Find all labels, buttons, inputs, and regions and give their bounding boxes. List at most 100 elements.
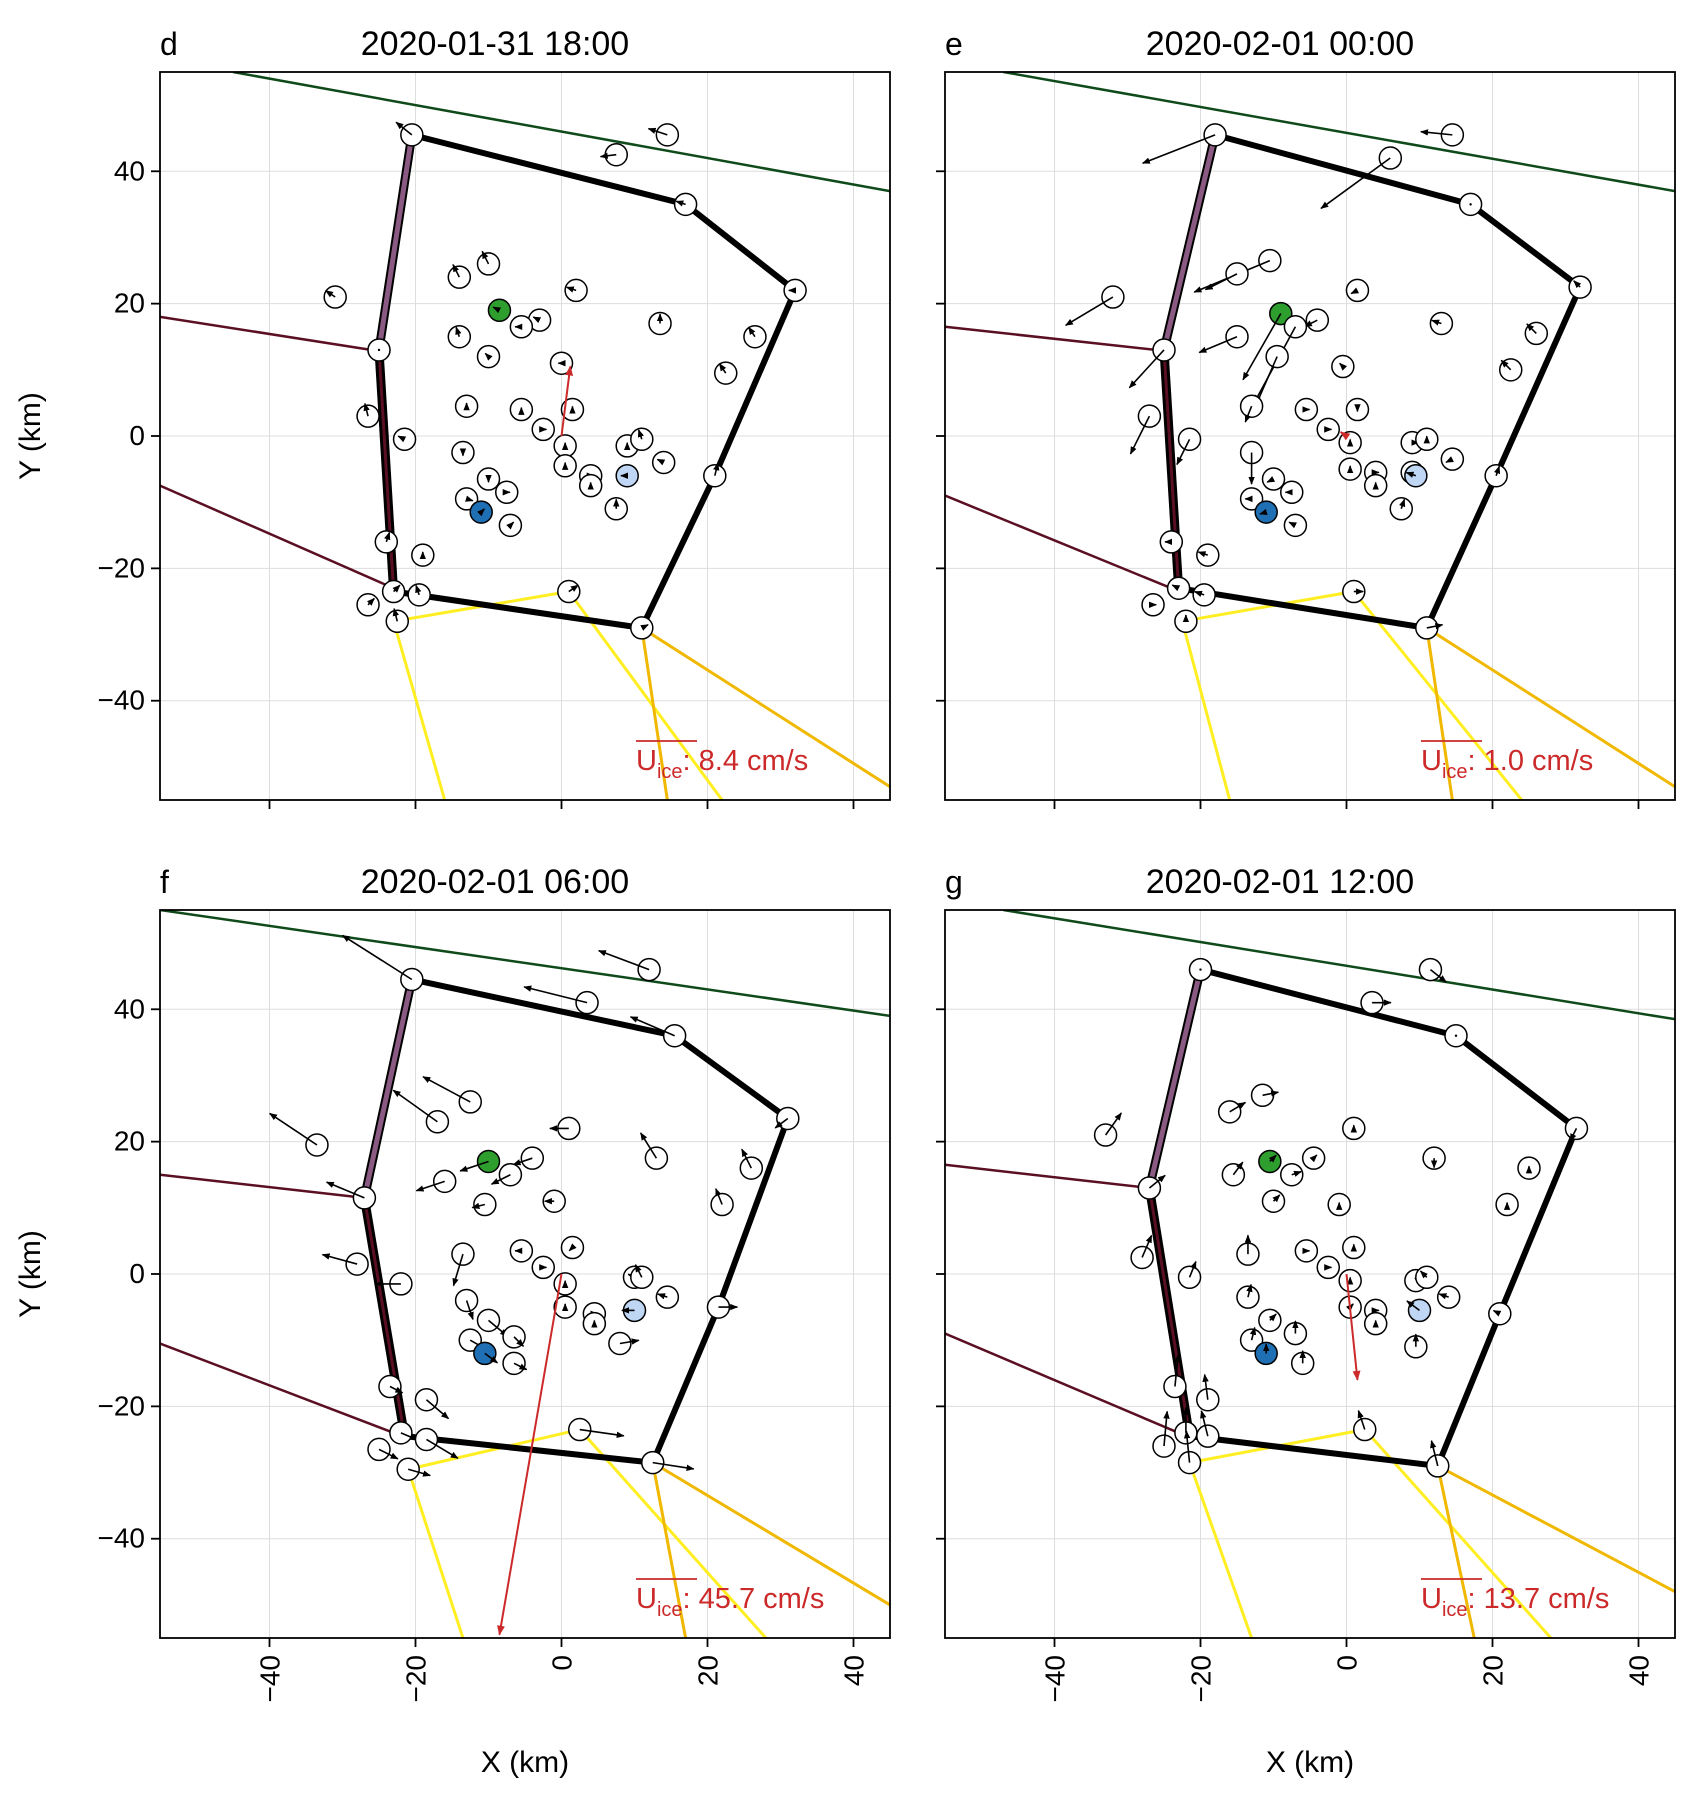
buoy-velocity-arrow xyxy=(1171,584,1181,592)
buoy-velocity-arrow xyxy=(1176,438,1191,466)
buoy-marker xyxy=(498,1162,523,1187)
x-tick-label: −20 xyxy=(1186,1655,1217,1703)
buoy-velocity-arrow xyxy=(741,1148,753,1169)
buoy-velocity-arrow xyxy=(652,1461,695,1471)
buoy-velocity-arrow xyxy=(1064,296,1114,327)
buoy-velocity-arrow xyxy=(629,1016,675,1037)
ticks xyxy=(151,1008,855,1647)
polygon-edge xyxy=(1453,1032,1580,1132)
buoy-velocity-arrow xyxy=(384,531,391,543)
mean-velocity-annotation: Uice: 45.7 cm/s xyxy=(636,1583,824,1621)
buoy-velocity-arrow xyxy=(1259,508,1268,515)
buoy-velocity-arrow xyxy=(1420,129,1453,136)
buoy-velocity-arrow xyxy=(1500,359,1512,371)
coastline-green xyxy=(1003,72,1675,193)
plot-area xyxy=(945,910,1675,1638)
polygon-edge xyxy=(1423,472,1500,631)
panel-letter: e xyxy=(945,26,963,62)
buoy-velocity-arrow xyxy=(568,584,579,593)
mean-velocity-annotation: Uice: 13.7 cm/s xyxy=(1421,1583,1609,1621)
buoy-velocity-arrow xyxy=(1320,157,1391,210)
buoy-velocity-arrow xyxy=(513,1362,528,1371)
buoy-velocity-arrow xyxy=(713,462,720,476)
buoy-velocity-arrow xyxy=(565,286,577,293)
buoy-velocity-arrow xyxy=(1426,623,1444,630)
plot-area xyxy=(160,72,890,800)
buoy-velocity-arrow xyxy=(1419,1270,1428,1279)
mean-label-subscript: ice xyxy=(1442,761,1468,783)
polygon-edge xyxy=(1467,201,1584,291)
polygon-edge xyxy=(390,588,645,631)
buoy-velocity-arrow xyxy=(1249,1326,1257,1341)
ticks xyxy=(936,1008,1640,1647)
panel-d: −40 −20 0 20 40 Y (km) d 2020-01-31 18:00 Uice: … xyxy=(14,25,891,809)
plot-area xyxy=(945,72,1675,800)
y-tick-label: 40 xyxy=(114,993,145,1024)
panel-letter: g xyxy=(945,864,963,900)
buoy-velocity-arrow xyxy=(1174,1354,1181,1387)
buoy-velocity-arrow xyxy=(715,1188,723,1205)
panel-title: 2020-02-01 06:00 xyxy=(361,863,629,901)
buoy-velocity-arrow xyxy=(513,1336,525,1347)
buoy-velocity-arrow xyxy=(1163,1410,1170,1447)
yellow-line xyxy=(1180,620,1232,800)
mean-value: : 8.4 cm/s xyxy=(683,745,809,777)
buoy-velocity-arrow xyxy=(774,1117,789,1129)
mean-ice-velocity-arrow xyxy=(497,1273,563,1636)
buoy-velocity-arrow xyxy=(579,1428,625,1438)
mean-label: U xyxy=(1421,1583,1442,1615)
buoy-velocity-arrow xyxy=(471,1202,486,1210)
polygon-edge xyxy=(638,472,718,631)
buoy-velocity-arrow xyxy=(1197,551,1209,558)
buoy-velocity-arrow xyxy=(392,584,401,593)
polygon-edge xyxy=(1186,1433,1441,1469)
y-tick-label: −20 xyxy=(98,552,146,583)
buoy-velocity-arrow xyxy=(1232,1161,1244,1176)
buoy-velocity-arrow xyxy=(619,1338,640,1345)
y-tick-label: 0 xyxy=(129,1258,145,1289)
buoy-velocity-arrow xyxy=(1430,1439,1439,1467)
orange-line xyxy=(651,1462,688,1638)
mean-value: : 1.0 cm/s xyxy=(1468,745,1594,777)
buoy-velocity-arrow xyxy=(1357,1409,1366,1430)
coastline-dark-upper xyxy=(160,1173,365,1200)
buoy-velocity-arrow xyxy=(481,250,490,265)
buoy-velocity-dot xyxy=(1199,968,1202,971)
coastline-dark-lower xyxy=(160,484,395,590)
x-tick-label: 40 xyxy=(839,1655,870,1686)
mean-label-subscript: ice xyxy=(657,761,683,783)
buoy-velocity-arrow xyxy=(523,985,588,1004)
buoy-velocity-arrow xyxy=(490,1174,511,1185)
polygon-edge-southwest-inner xyxy=(377,349,396,592)
buoy-velocity-arrow xyxy=(269,1112,318,1146)
buoy-velocity-arrow xyxy=(1339,362,1348,371)
buoy-velocity-arrow xyxy=(378,1448,399,1460)
buoy-velocity-arrow xyxy=(325,1181,365,1199)
buoy-velocity-arrow xyxy=(1246,1283,1253,1298)
x-tick-label: 0 xyxy=(547,1655,578,1671)
polygon-edge xyxy=(408,976,678,1039)
mean-ice-velocity-arrow xyxy=(560,365,574,437)
polygon-edge xyxy=(671,1032,791,1122)
buoy-velocity-arrow xyxy=(1272,1194,1281,1203)
polygon-edge xyxy=(711,287,799,479)
buoy-velocity-arrow xyxy=(452,1253,464,1287)
buoy-velocity-arrow xyxy=(1493,465,1501,476)
buoy-velocity-arrow xyxy=(1148,1174,1166,1189)
ticks xyxy=(936,170,1640,809)
buoy-velocity-arrow xyxy=(1291,1170,1302,1177)
y-tick-label: −20 xyxy=(98,1390,146,1421)
buoy-velocity-arrow xyxy=(389,1385,404,1394)
buoy-velocity-arrow xyxy=(465,495,474,502)
x-tick-label: −20 xyxy=(401,1655,432,1703)
buoy-velocity-arrow xyxy=(532,316,542,324)
y-tick-label: −40 xyxy=(98,1523,146,1554)
buoy-velocity-arrow xyxy=(452,263,461,278)
buoy-velocity-arrow xyxy=(634,1263,643,1278)
buoy-velocity-arrow xyxy=(455,326,462,337)
buoy-velocity-dot xyxy=(1469,203,1472,206)
buoy-velocity-arrow xyxy=(392,1089,438,1123)
mean-velocity-annotation: Uice: 8.4 cm/s xyxy=(636,745,808,783)
orange-line xyxy=(640,626,890,789)
